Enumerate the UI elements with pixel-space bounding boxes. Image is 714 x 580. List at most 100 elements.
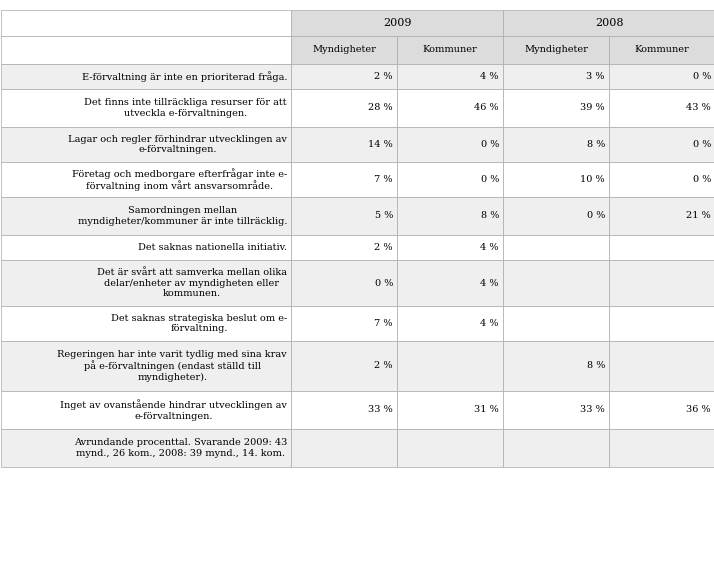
Text: 2 %: 2 % (375, 243, 393, 252)
Bar (291, 341, 397, 391)
Text: 4 %: 4 % (481, 319, 499, 328)
Bar (291, 89, 397, 127)
Bar (503, 64, 609, 89)
Text: 31 %: 31 % (474, 405, 499, 415)
Text: 0 %: 0 % (693, 140, 711, 149)
Text: Företag och medborgare efterfrågar inte e-
förvaltning inom vårt ansvarsområde.: Företag och medborgare efterfrågar inte … (71, 168, 287, 191)
Text: E-förvaltning är inte en prioriterad fråga.: E-förvaltning är inte en prioriterad frå… (81, 71, 287, 82)
Text: Det är svårt att samverka mellan olika
delar/enheter av myndigheten eller
kommun: Det är svårt att samverka mellan olika d… (97, 268, 287, 298)
Text: 0 %: 0 % (587, 212, 605, 220)
Text: Det saknas nationella initiativ.: Det saknas nationella initiativ. (138, 243, 287, 252)
Bar (609, 64, 714, 89)
Text: Regeringen har inte varit tydlig med sina krav
på e-förvaltningen (endast ställd: Regeringen har inte varit tydlig med sin… (57, 350, 287, 382)
Text: Myndigheter: Myndigheter (524, 45, 588, 55)
Bar (1, 127, 291, 162)
Bar (397, 64, 503, 89)
Text: 33 %: 33 % (368, 405, 393, 415)
Bar (609, 197, 714, 235)
Text: Det saknas strategiska beslut om e-
förvaltning.: Det saknas strategiska beslut om e- förv… (111, 314, 287, 333)
Text: 0 %: 0 % (693, 72, 711, 81)
Bar (609, 127, 714, 162)
Bar (397, 260, 503, 306)
Text: 2009: 2009 (383, 18, 411, 28)
Bar (503, 391, 609, 429)
Bar (503, 306, 609, 341)
Text: 7 %: 7 % (375, 175, 393, 184)
Bar (397, 127, 503, 162)
Bar (1, 162, 291, 197)
Text: 3 %: 3 % (586, 72, 605, 81)
Text: 8 %: 8 % (587, 361, 605, 371)
Bar (291, 260, 397, 306)
Text: 7 %: 7 % (375, 319, 393, 328)
Text: 21 %: 21 % (686, 212, 711, 220)
Bar (609, 36, 714, 64)
Bar (291, 64, 397, 89)
Bar (1, 429, 291, 467)
Text: 5 %: 5 % (375, 212, 393, 220)
Bar (503, 235, 609, 260)
Bar (291, 162, 397, 197)
Bar (1, 64, 291, 89)
Text: 33 %: 33 % (580, 405, 605, 415)
Bar (397, 89, 503, 127)
Bar (609, 89, 714, 127)
Bar (609, 306, 714, 341)
Bar (1, 197, 291, 235)
Bar (1, 89, 291, 127)
Bar (503, 197, 609, 235)
Text: 8 %: 8 % (587, 140, 605, 149)
Text: 4 %: 4 % (481, 243, 499, 252)
Text: 43 %: 43 % (686, 103, 711, 113)
Bar (503, 260, 609, 306)
Bar (291, 306, 397, 341)
Bar (503, 341, 609, 391)
Text: 46 %: 46 % (474, 103, 499, 113)
Text: 10 %: 10 % (580, 175, 605, 184)
Text: Avrundande procenttal. Svarande 2009: 43
mynd., 26 kom., 2008: 39 mynd., 14. kom: Avrundande procenttal. Svarande 2009: 43… (74, 438, 287, 458)
Text: 36 %: 36 % (686, 405, 711, 415)
Bar (503, 127, 609, 162)
Bar (503, 429, 609, 467)
Text: 2 %: 2 % (375, 72, 393, 81)
Bar (291, 10, 503, 36)
Bar (503, 89, 609, 127)
Text: 0 %: 0 % (481, 140, 499, 149)
Bar (397, 306, 503, 341)
Bar (1, 306, 291, 341)
Bar (609, 429, 714, 467)
Text: 2008: 2008 (595, 18, 623, 28)
Bar (291, 235, 397, 260)
Bar (1, 341, 291, 391)
Bar (397, 162, 503, 197)
Text: Det finns inte tillräckliga resurser för att
utveckla e-förvaltningen.: Det finns inte tillräckliga resurser för… (84, 98, 287, 118)
Bar (291, 127, 397, 162)
Bar (1, 10, 291, 36)
Text: Lagar och regler förhindrar utvecklingen av
e-förvaltningen.: Lagar och regler förhindrar utvecklingen… (68, 135, 287, 154)
Text: 0 %: 0 % (693, 175, 711, 184)
Bar (291, 391, 397, 429)
Bar (397, 235, 503, 260)
Bar (1, 391, 291, 429)
Bar (291, 429, 397, 467)
Bar (397, 36, 503, 64)
Bar (503, 36, 609, 64)
Bar (609, 235, 714, 260)
Bar (1, 36, 291, 64)
Bar (609, 391, 714, 429)
Text: Inget av ovanstående hindrar utvecklingen av
e-förvaltningen.: Inget av ovanstående hindrar utvecklinge… (60, 400, 287, 420)
Bar (503, 162, 609, 197)
Bar (609, 341, 714, 391)
Text: 0 %: 0 % (481, 175, 499, 184)
Text: Myndigheter: Myndigheter (312, 45, 376, 55)
Text: 14 %: 14 % (368, 140, 393, 149)
Bar (397, 341, 503, 391)
Bar (291, 197, 397, 235)
Text: Kommuner: Kommuner (423, 45, 478, 55)
Text: 28 %: 28 % (368, 103, 393, 113)
Text: Samordningen mellan
myndigheter/kommuner är inte tillräcklig.: Samordningen mellan myndigheter/kommuner… (78, 206, 287, 226)
Bar (503, 10, 714, 36)
Text: 39 %: 39 % (580, 103, 605, 113)
Text: 8 %: 8 % (481, 212, 499, 220)
Text: 0 %: 0 % (375, 278, 393, 288)
